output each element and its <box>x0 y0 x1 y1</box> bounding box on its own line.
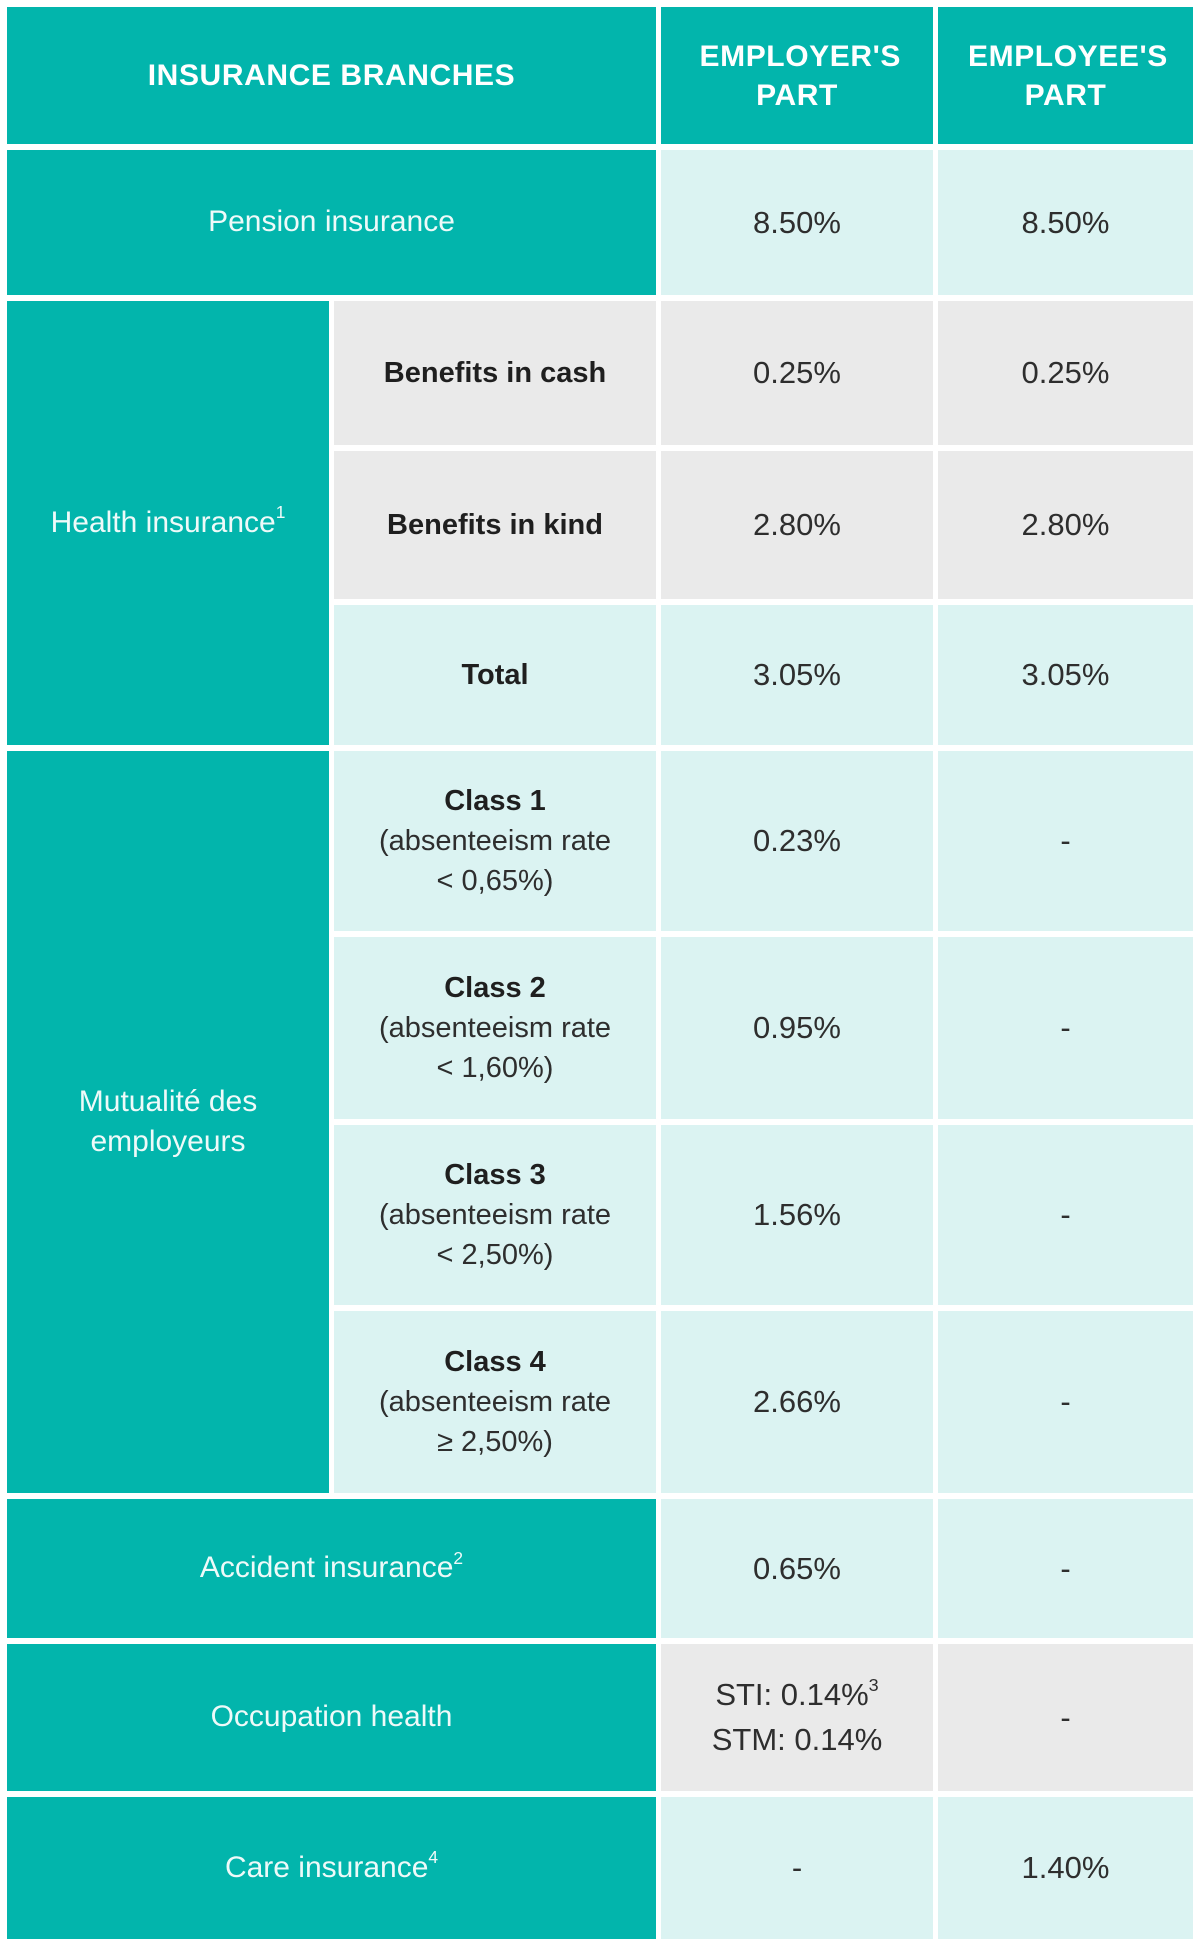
health-insurance-label-cell: Health insurance1 <box>7 301 329 745</box>
pension-insurance-label-cell: Pension insurance <box>7 150 656 295</box>
header-employers-part-label: EMPLOYER'S PART <box>699 39 901 112</box>
table-header-row: INSURANCE BRANCHES EMPLOYER'S PART EMPLO… <box>7 7 1193 144</box>
header-insurance-branches-label: INSURANCE BRANCHES <box>147 59 516 92</box>
occupation-employer-value: STI: 0.14%3 STM: 0.14% <box>661 1644 933 1791</box>
occupation-health-row: Occupation health STI: 0.14%3 STM: 0.14%… <box>7 1644 1193 1791</box>
benefits-in-kind-employer-value: 2.80% <box>661 451 933 599</box>
class-4-detail-line1: (absenteeism rate <box>378 1385 612 1418</box>
health-insurance-label: Health insurance1 <box>50 502 286 539</box>
class-4-label-cell: Class 4 (absenteeism rate ≥ 2,50%) <box>334 1311 656 1493</box>
class-3-detail-line2: < 2,50%) <box>436 1239 554 1271</box>
class-2-label-cell: Class 2 (absenteeism rate < 1,60%) <box>334 937 656 1119</box>
accident-insurance-row: Accident insurance2 0.65% - <box>7 1499 1193 1638</box>
class-1-title: Class 1 <box>444 784 546 817</box>
class-4-employer-value: 2.66% <box>661 1311 933 1493</box>
class-2-detail-line1: (absenteeism rate <box>378 1011 612 1044</box>
footnote-marker-4: 4 <box>428 1847 439 1868</box>
occupation-employer-line1: STI: 0.14%3 <box>715 1674 879 1712</box>
mutualite-group: Mutualité des employeurs Class 1 (absent… <box>7 751 1193 1493</box>
class-1-detail-line2: < 0,65%) <box>436 865 554 897</box>
care-insurance-label: Care insurance4 <box>224 1847 439 1884</box>
benefits-in-cash-employer-value: 0.25% <box>661 301 933 445</box>
class-1-label-cell: Class 1 (absenteeism rate < 0,65%) <box>334 751 656 931</box>
class-1-employer-value: 0.23% <box>661 751 933 931</box>
benefits-in-kind-label: Benefits in kind <box>334 451 656 599</box>
header-insurance-branches: INSURANCE BRANCHES <box>7 7 656 144</box>
class-2-title: Class 2 <box>444 971 546 1004</box>
pension-insurance-row: Pension insurance 8.50% 8.50% <box>7 150 1193 295</box>
accident-employee-value: - <box>938 1499 1193 1638</box>
pension-employer-value: 8.50% <box>661 150 933 295</box>
care-insurance-label-cell: Care insurance4 <box>7 1797 656 1939</box>
occupation-employer-line2: STM: 0.14% <box>711 1721 883 1757</box>
benefits-in-cash-employee-value: 0.25% <box>938 301 1193 445</box>
footnote-marker-1: 1 <box>275 502 286 523</box>
accident-employer-value: 0.65% <box>661 1499 933 1638</box>
class-3-employer-value: 1.56% <box>661 1125 933 1305</box>
accident-insurance-label-cell: Accident insurance2 <box>7 1499 656 1638</box>
header-employees-part-label: EMPLOYEE'S PART <box>968 39 1168 112</box>
benefits-in-cash-label: Benefits in cash <box>334 301 656 445</box>
benefits-in-kind-employee-value: 2.80% <box>938 451 1193 599</box>
pension-employee-value: 8.50% <box>938 150 1193 295</box>
class-3-employee-value: - <box>938 1125 1193 1305</box>
class-2-employer-value: 0.95% <box>661 937 933 1119</box>
footnote-marker-3: 3 <box>868 1674 879 1695</box>
health-total-label: Total <box>334 605 656 745</box>
care-employer-value: - <box>661 1797 933 1939</box>
occupation-health-label-cell: Occupation health <box>7 1644 656 1791</box>
pension-insurance-label: Pension insurance <box>208 205 455 239</box>
care-employee-value: 1.40% <box>938 1797 1193 1939</box>
health-total-employer-value: 3.05% <box>661 605 933 745</box>
class-3-detail-line1: (absenteeism rate <box>378 1198 612 1231</box>
class-1-employee-value: - <box>938 751 1193 931</box>
class-3-title: Class 3 <box>444 1158 546 1191</box>
footnote-marker-2: 2 <box>453 1547 464 1568</box>
class-3-label-cell: Class 3 (absenteeism rate < 2,50%) <box>334 1125 656 1305</box>
occupation-employee-value: - <box>938 1644 1193 1791</box>
class-4-title: Class 4 <box>444 1345 546 1378</box>
class-1-detail-line1: (absenteeism rate <box>378 824 612 857</box>
health-insurance-group: Health insurance1 Benefits in cash 0.25%… <box>7 301 1193 745</box>
header-employees-part: EMPLOYEE'S PART <box>938 7 1193 144</box>
accident-insurance-label: Accident insurance2 <box>199 1547 464 1585</box>
mutualite-label-cell: Mutualité des employeurs <box>7 751 329 1493</box>
health-total-employee-value: 3.05% <box>938 605 1193 745</box>
care-insurance-row: Care insurance4 - 1.40% <box>7 1797 1193 1939</box>
class-2-employee-value: - <box>938 937 1193 1119</box>
class-4-employee-value: - <box>938 1311 1193 1493</box>
class-4-detail-line2: ≥ 2,50%) <box>437 1426 553 1458</box>
class-2-detail-line2: < 1,60%) <box>436 1052 554 1084</box>
occupation-health-label: Occupation health <box>210 1700 453 1734</box>
mutualite-label: Mutualité des employeurs <box>78 1084 258 1159</box>
header-employers-part: EMPLOYER'S PART <box>661 7 933 144</box>
